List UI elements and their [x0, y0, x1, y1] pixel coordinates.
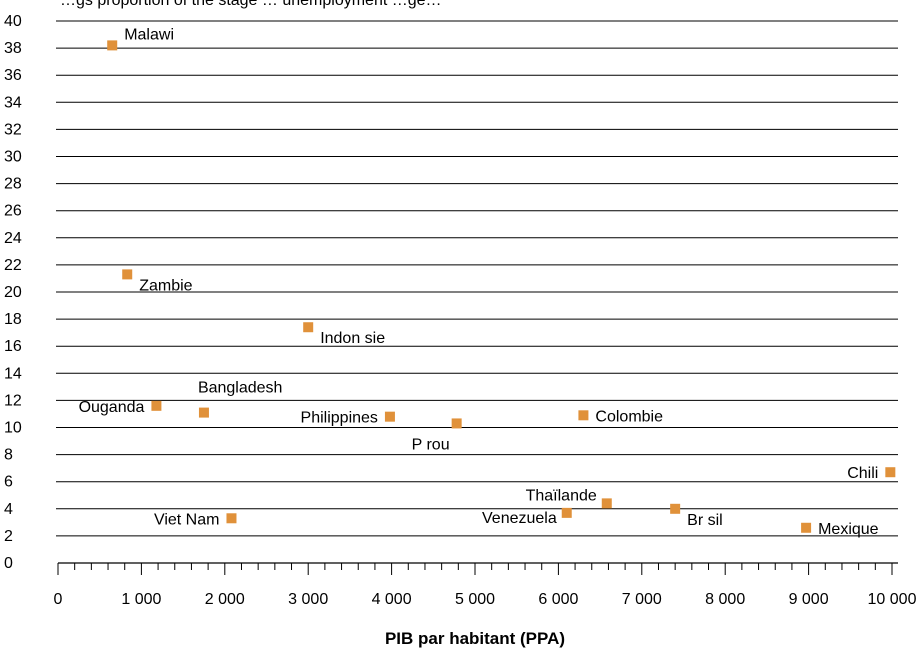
- point-label: Bangladesh: [198, 380, 283, 397]
- x-tick-label: 3 000: [288, 591, 328, 608]
- point-label: P rou: [412, 436, 450, 453]
- y-tick-label: 0: [4, 555, 13, 572]
- point-label: Malawi: [124, 26, 174, 43]
- y-tick-label: 14: [4, 365, 22, 382]
- point-label: Zambie: [139, 277, 192, 294]
- y-tick-label: 28: [4, 176, 22, 193]
- y-tick-label: 34: [4, 94, 22, 111]
- y-tick-label: 20: [4, 284, 22, 301]
- point-label: Venezuela: [482, 510, 557, 527]
- y-tick-label: 24: [4, 230, 22, 247]
- y-tick-label: 36: [4, 67, 22, 84]
- data-point: [601, 498, 612, 509]
- x-tick-label: 9 000: [789, 591, 829, 608]
- data-points: Malawi Zambie Indon sie Ouganda Bangladesh Ph…: [79, 26, 896, 538]
- y-tick-label: 22: [4, 257, 22, 274]
- data-point: [303, 322, 314, 333]
- y-tick-label: 18: [4, 311, 22, 328]
- data-point: [578, 410, 589, 421]
- x-axis-title: PIB par habitant (PPA): [385, 629, 565, 648]
- y-tick-label: 38: [4, 40, 22, 57]
- y-tick-label: 8: [4, 447, 13, 464]
- x-tick-label: 8 000: [705, 591, 745, 608]
- data-point: [801, 522, 812, 533]
- point-label: Colombie: [595, 408, 663, 425]
- x-tick-label: 5 000: [455, 591, 495, 608]
- data-point: [198, 407, 209, 418]
- y-tick-label: 16: [4, 338, 22, 355]
- data-point: [151, 400, 162, 411]
- y-tick-label: 2: [4, 528, 13, 545]
- point-label: Br sil: [687, 512, 723, 529]
- point-label: Chili: [847, 465, 878, 482]
- data-point: [561, 507, 572, 518]
- data-point: [384, 411, 395, 422]
- point-label: Viet Nam: [154, 511, 220, 528]
- x-tick-label: 10 000: [868, 591, 917, 608]
- y-tick-label: 26: [4, 203, 22, 220]
- x-tick-label: 4 000: [372, 591, 412, 608]
- y-tick-label: 12: [4, 392, 22, 409]
- y-tick-label: 30: [4, 149, 22, 166]
- y-tick-label: 4: [4, 501, 13, 518]
- chart-top-caption: …gs proportion of the stage … unemployme…: [60, 0, 442, 9]
- data-point: [107, 40, 118, 51]
- point-label: Thaïlande: [526, 487, 597, 504]
- y-tick-label: 10: [4, 420, 22, 437]
- x-axis: 0 1 000 2 000 3 000 4 000 5 000 6 000 7 000 8 00…: [54, 562, 917, 608]
- x-tick-label: 2 000: [205, 591, 245, 608]
- point-label: Philippines: [301, 410, 378, 427]
- data-point: [451, 418, 462, 429]
- data-point: [670, 503, 681, 514]
- x-tick-label: 6 000: [538, 591, 578, 608]
- x-tick-label: 7 000: [622, 591, 662, 608]
- y-tick-label: 6: [4, 474, 13, 491]
- point-label: Mexique: [818, 521, 879, 538]
- data-point: [226, 513, 237, 524]
- data-point: [885, 467, 896, 478]
- y-tick-label: 40: [4, 13, 22, 30]
- y-tick-label: 32: [4, 121, 22, 138]
- x-tick-label: 0: [54, 591, 63, 608]
- x-tick-label: 1 000: [121, 591, 161, 608]
- data-point: [122, 269, 133, 280]
- point-label: Indon sie: [320, 330, 385, 347]
- grid-lines: [56, 20, 898, 537]
- point-label: Ouganda: [79, 399, 145, 416]
